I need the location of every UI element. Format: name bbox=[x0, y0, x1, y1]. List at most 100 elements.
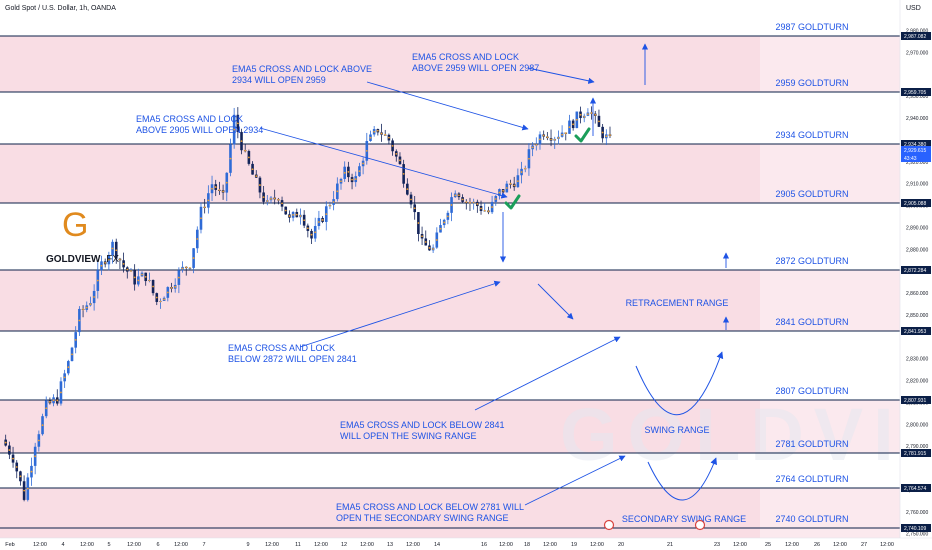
ema-dot bbox=[255, 175, 258, 178]
zone-band bbox=[760, 144, 900, 203]
ema-dot bbox=[446, 215, 449, 218]
price-axis: 2,980.000 2,970.000 2,950.000 2,940.000 2,92… bbox=[899, 0, 932, 538]
ema-dot bbox=[380, 132, 383, 135]
ema-dot bbox=[428, 247, 431, 249]
time-tick: 5 bbox=[107, 542, 110, 548]
ema-dot bbox=[185, 266, 188, 269]
ema-dot bbox=[192, 257, 195, 259]
ema-dot bbox=[104, 261, 107, 264]
time-axis: Feb 12:00 4 12:00 5 12:00 6 12:00 7 9 12:00 11 12:00… bbox=[0, 537, 932, 550]
ema-dot bbox=[141, 273, 143, 276]
brand-logo: G GOLDVIEW FX bbox=[46, 206, 119, 265]
level-tag-text: 2,872.284 bbox=[904, 268, 926, 274]
level-tag bbox=[901, 154, 931, 162]
ema-dot bbox=[391, 144, 394, 147]
ema-dot bbox=[586, 113, 589, 116]
price-tick: 2,830.000 bbox=[906, 357, 928, 363]
ema-dot bbox=[262, 196, 265, 199]
ema-dot bbox=[214, 186, 217, 188]
ema-dot bbox=[498, 191, 501, 194]
ema-dot bbox=[122, 262, 125, 265]
watermark-text: GOLDVIEW bbox=[560, 393, 932, 476]
ema-dot bbox=[365, 149, 368, 152]
ema-dot bbox=[100, 264, 103, 267]
event-icons[interactable] bbox=[603, 519, 706, 531]
ema-dot bbox=[119, 258, 121, 261]
projection-arrow bbox=[537, 283, 574, 320]
ema-dot bbox=[229, 157, 232, 160]
level-tag-text: 2,841.953 bbox=[904, 329, 926, 335]
ema-dot bbox=[30, 470, 33, 473]
projection-arrow bbox=[299, 280, 501, 348]
annotation-line: ABOVE 2905 WILL OPEN 2934 bbox=[136, 125, 263, 135]
time-tick: 20 bbox=[618, 542, 624, 548]
ema-dot bbox=[513, 184, 516, 187]
goldturn-label: 2934 GOLDTURN bbox=[775, 130, 848, 140]
time-ticks: Feb 12:00 4 12:00 5 12:00 6 12:00 7 9 12:00 11 12:00… bbox=[5, 542, 894, 548]
ema-dot bbox=[155, 296, 158, 299]
zone-band bbox=[760, 270, 900, 331]
annotation-note: EMA5 CROSS AND LOCK BELOW 2781 WILLOPEN … bbox=[336, 502, 524, 523]
ema-dot bbox=[295, 213, 298, 216]
ema-dot bbox=[284, 209, 287, 212]
zone-label: SWING RANGE bbox=[644, 425, 709, 435]
ema-dot bbox=[369, 136, 372, 139]
ema-dot bbox=[583, 116, 586, 118]
logo-letter: G bbox=[62, 206, 88, 244]
zone-labels: RETRACEMENT RANGE SWING RANGE SECONDARY SW… bbox=[622, 298, 746, 524]
ema-dot bbox=[439, 227, 442, 230]
ema-dot bbox=[417, 222, 420, 224]
us-flag-icon[interactable] bbox=[603, 519, 615, 531]
price-tick: 2,790.000 bbox=[906, 444, 928, 450]
ema-dot bbox=[402, 173, 405, 175]
annotation-line: 2934 WILL OPEN 2959 bbox=[232, 75, 326, 85]
ema-dot bbox=[85, 306, 88, 309]
ema-dot bbox=[115, 249, 118, 252]
brand-name: GOLDVIEW FX bbox=[46, 254, 119, 265]
annotation-line: EMA5 CROSS AND LOCK ABOVE bbox=[232, 64, 372, 74]
ema-dot bbox=[535, 143, 538, 146]
ema-dot bbox=[277, 198, 280, 201]
time-tick: 18 bbox=[524, 542, 530, 548]
level-tag-text: 2,987.082 bbox=[904, 34, 926, 40]
zone-band bbox=[0, 400, 760, 453]
goldturn-labels: 2987 GOLDTURN 2959 GOLDTURN 2934 GOLDTURN 2… bbox=[775, 22, 848, 524]
ema-dot bbox=[399, 159, 401, 162]
goldturn-label: 2872 GOLDTURN bbox=[775, 256, 848, 266]
ema-dot bbox=[288, 215, 291, 217]
ema-dot bbox=[273, 197, 276, 200]
ema-dot bbox=[225, 181, 228, 184]
ema-dot bbox=[74, 338, 77, 341]
annotation-line: ABOVE 2959 WILL OPEN 2987 bbox=[412, 63, 539, 73]
ema-dot bbox=[133, 276, 136, 279]
price-tick: 2,800.000 bbox=[906, 422, 928, 428]
currency-label: USD bbox=[906, 5, 921, 12]
swing-range-curve bbox=[635, 351, 724, 415]
level-tag-text: 2,934.380 bbox=[904, 142, 926, 148]
time-tick: 14 bbox=[434, 542, 440, 548]
ema-dot bbox=[502, 189, 505, 192]
zone-band bbox=[0, 144, 760, 203]
annotation-line: EMA5 CROSS AND LOCK BELOW 2781 WILL bbox=[336, 502, 524, 512]
ema-dots bbox=[4, 112, 611, 492]
us-flag-icon[interactable] bbox=[694, 519, 706, 531]
ema-dot bbox=[376, 129, 379, 132]
time-tick: 21 bbox=[667, 542, 673, 548]
ema-dot bbox=[601, 131, 604, 134]
ema-dot bbox=[56, 399, 59, 402]
ema-dot bbox=[34, 455, 37, 458]
ema-dot bbox=[12, 457, 14, 460]
time-tick: 4 bbox=[61, 542, 64, 548]
ema-dot bbox=[384, 133, 387, 136]
ema-dot bbox=[130, 270, 132, 272]
ema-dot bbox=[93, 296, 96, 298]
ema-dot bbox=[78, 319, 81, 322]
ema-dot bbox=[598, 120, 600, 123]
brand-name-main: GOLDVIEW bbox=[46, 254, 101, 265]
confirmation-checks bbox=[504, 127, 591, 210]
ema-dot bbox=[351, 178, 353, 181]
ema-dot bbox=[528, 157, 530, 160]
